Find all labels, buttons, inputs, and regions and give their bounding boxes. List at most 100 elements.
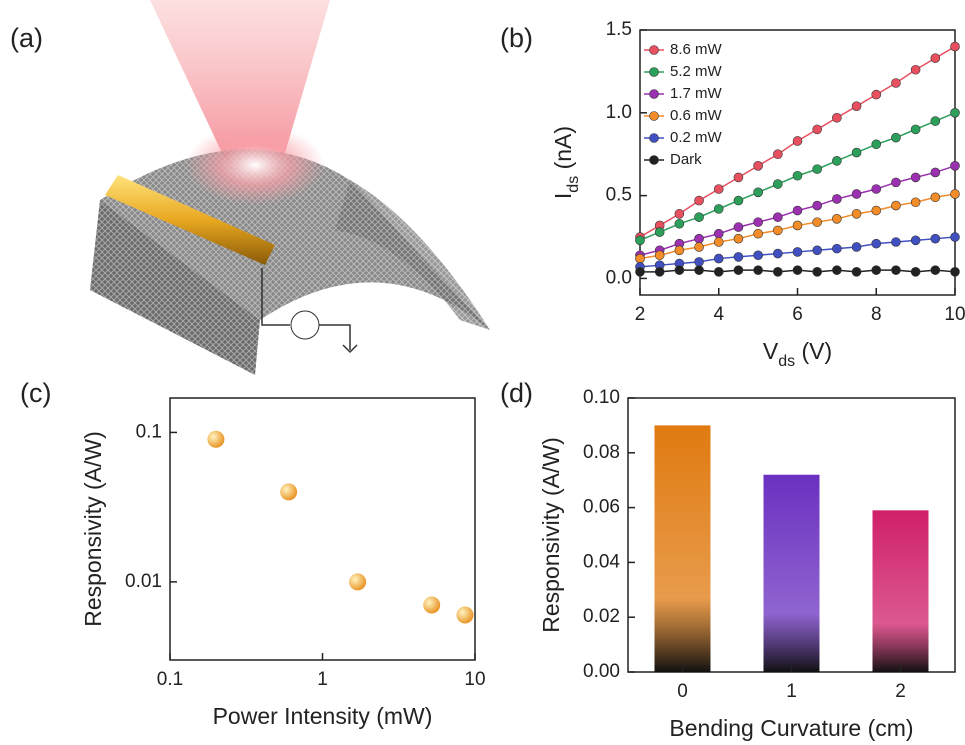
data-point [713,253,724,264]
data-point [871,265,882,275]
sheet-front [90,200,260,375]
data-point [635,253,645,264]
data-point [950,161,960,171]
panel-label: (c) [20,378,51,408]
data-point [654,267,665,277]
y-tick-label: 0.04 [583,551,620,572]
x-tick-label: 6 [792,304,803,325]
data-point [733,172,744,183]
y-tick-label: 1.5 [606,19,632,40]
data-point [950,267,960,277]
data-point [773,149,783,160]
y-tick-label: 0.08 [583,442,620,463]
x-tick-label: 10 [464,669,485,690]
label-part: (nA) [550,126,576,176]
data-point [713,184,724,194]
data-point [891,78,901,88]
data-point [832,243,842,254]
data-point [773,267,783,277]
data-point [349,573,367,591]
data-point [674,218,685,229]
y-tick-label: 0.01 [125,571,162,592]
data-point [753,265,763,275]
data-point [792,265,803,275]
data-point [930,167,941,178]
data-point [910,64,921,75]
data-point [871,184,882,194]
data-point [674,265,685,275]
data-point [753,187,763,198]
y-tick-label: 0.5 [606,185,632,206]
data-point [753,217,763,227]
data-point [773,212,783,222]
ground [319,324,358,354]
label-part: ds [778,353,795,370]
panel-label: (b) [500,23,533,53]
legend-label: 5.2 mW [670,63,723,80]
data-point [950,108,960,118]
data-point [812,217,822,227]
label-part: (V) [795,338,832,364]
data-point [733,222,744,232]
x-axis-label: Bending Curvature (cm) [669,715,913,741]
data-point [792,247,803,257]
data-point [910,197,921,208]
data-point [910,267,921,277]
data-point [950,232,960,242]
data-point [851,209,862,219]
data-point [733,195,744,206]
data-point [851,189,862,199]
data-point [694,265,704,275]
legend-label: 8.6 mW [670,41,723,58]
data-point [871,238,882,249]
legend-marker [649,45,659,55]
data-point [950,189,960,199]
data-point [812,245,822,256]
data-point [654,227,665,237]
label-part: I [550,193,576,199]
data-point [694,233,704,244]
data-point [851,267,862,277]
y-axis-label: Responsivity (A/W) [80,431,106,627]
data-point [871,89,882,100]
data-point [871,205,882,216]
data-point [674,245,685,256]
data-point [456,606,474,624]
data-point [635,267,645,277]
x-tick-label: 4 [713,304,724,325]
sheet-back [335,180,490,330]
legend-marker [649,67,659,77]
data-point [773,248,783,259]
legend-label: 0.2 mW [670,129,723,146]
data-point [930,265,941,275]
data-point [812,267,822,277]
data-point [792,170,803,181]
x-axis-label: Vds (V) [763,338,832,370]
bar [872,510,929,672]
laser-spot [185,125,325,205]
data-point [694,212,704,222]
data-point [910,124,921,135]
bar [763,474,820,672]
data-point [812,164,822,174]
panel-label: (a) [10,23,43,53]
data-point [694,257,704,267]
x-tick-label: 2 [635,304,646,325]
y-tick-label: 1.0 [606,102,632,123]
data-point [753,250,763,261]
wire [261,268,290,326]
illustration: (a) [10,0,490,375]
data-point [950,41,960,52]
y-tick-label: 0.06 [583,497,620,518]
laser-beam [150,0,330,170]
data-point [891,237,901,247]
data-point [832,214,842,224]
data-point [910,235,921,246]
data-point [891,265,901,275]
legend-label: Dark [670,151,702,168]
data-point [753,228,763,239]
data-point [733,252,744,262]
data-point [851,101,862,111]
data-point [851,242,862,252]
